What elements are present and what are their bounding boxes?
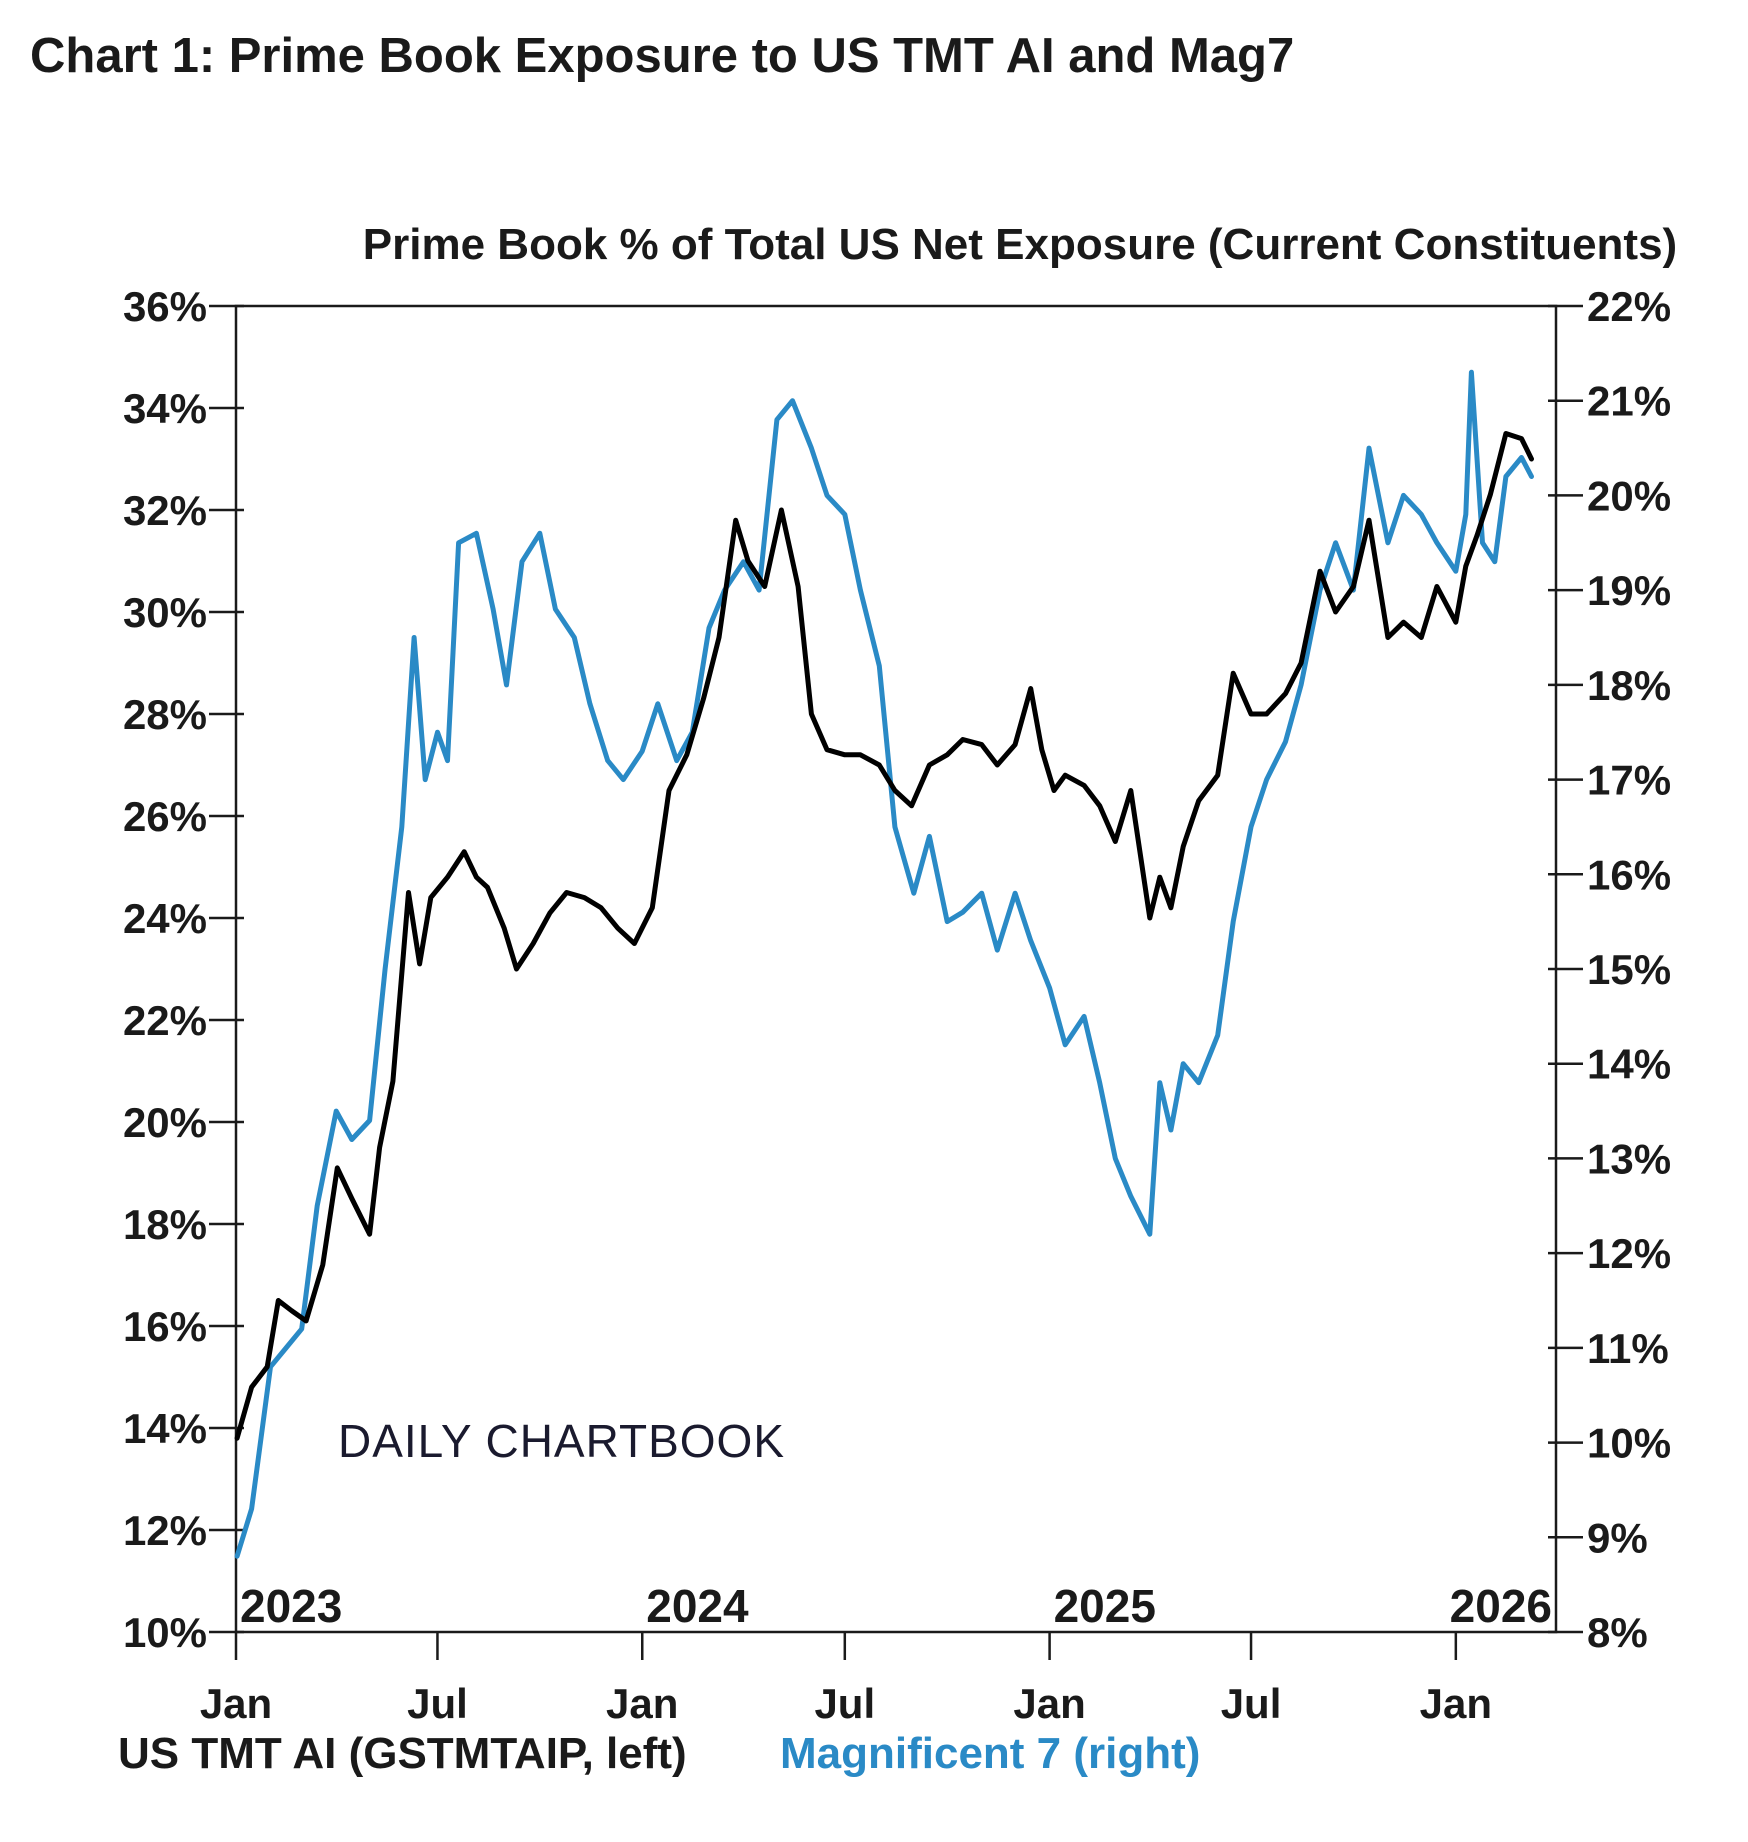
right-tick-label: 11% <box>1587 1325 1669 1372</box>
x-tick-label: Jul <box>407 1680 468 1727</box>
left-tick-label: 10% <box>123 1609 207 1656</box>
watermark: DAILY CHARTBOOK <box>338 1415 785 1467</box>
right-tick-label: 16% <box>1587 851 1671 898</box>
chart-title: Prime Book % of Total US Net Exposure (C… <box>363 220 1677 269</box>
axes: 10% 12% 14% 16% 18% 20% 22% 24% 26% 28% 30% 32% 34% 3… <box>123 283 1671 1727</box>
right-tick-label: 10% <box>1587 1420 1671 1467</box>
left-tick-label: 34% <box>123 385 207 432</box>
left-tick-label: 26% <box>123 793 207 840</box>
left-tick-label: 30% <box>123 589 207 636</box>
right-tick-label: 17% <box>1587 757 1671 804</box>
right-tick-label: 14% <box>1587 1041 1671 1088</box>
left-tick-label: 28% <box>123 691 207 738</box>
right-tick-label: 15% <box>1587 946 1671 993</box>
right-tick-label: 20% <box>1587 472 1671 519</box>
x-tick-label: Jan <box>606 1680 678 1727</box>
right-tick-label: 22% <box>1587 283 1671 330</box>
right-tick-label: 12% <box>1587 1230 1671 1277</box>
x-year-label: 2024 <box>646 1580 749 1632</box>
x-year-label: 2023 <box>240 1580 342 1632</box>
left-tick-label: 36% <box>123 283 207 330</box>
x-tick-label: Jan <box>200 1680 272 1727</box>
x-tick-label: Jan <box>1420 1680 1492 1727</box>
series-line-mag7 <box>234 369 1534 1559</box>
right-tick-label: 9% <box>1587 1514 1648 1561</box>
left-tick-label: 16% <box>123 1303 207 1350</box>
legend-mag7: Magnificent 7 (right) <box>780 1729 1200 1778</box>
x-tick-label: Jul <box>814 1680 875 1727</box>
page-title: Chart 1: Prime Book Exposure to US TMT A… <box>30 29 1295 83</box>
left-tick-label: 32% <box>123 487 207 534</box>
right-tick-label: 13% <box>1587 1135 1671 1182</box>
left-tick-label: 12% <box>123 1507 207 1554</box>
x-year-label: 2025 <box>1054 1580 1156 1632</box>
left-tick-label: 22% <box>123 997 207 1044</box>
right-tick-label: 18% <box>1587 662 1671 709</box>
x-year-label: 2026 <box>1450 1580 1552 1632</box>
left-tick-label: 18% <box>123 1201 207 1248</box>
legend-tmt: US TMT AI (GSTMTAIP, left) <box>118 1729 687 1778</box>
series-layer <box>234 369 1534 1559</box>
right-tick-label: 21% <box>1587 378 1671 425</box>
right-tick-label: 19% <box>1587 567 1671 614</box>
left-tick-label: 20% <box>123 1099 207 1146</box>
x-tick-label: Jan <box>1013 1680 1085 1727</box>
series-line-tmt <box>234 431 1534 1441</box>
legend: US TMT AI (GSTMTAIP, left) Magnificent 7… <box>118 1729 1200 1778</box>
left-tick-label: 14% <box>123 1405 207 1452</box>
right-tick-label: 8% <box>1587 1609 1648 1656</box>
x-tick-label: Jul <box>1221 1680 1282 1727</box>
left-tick-label: 24% <box>123 895 207 942</box>
